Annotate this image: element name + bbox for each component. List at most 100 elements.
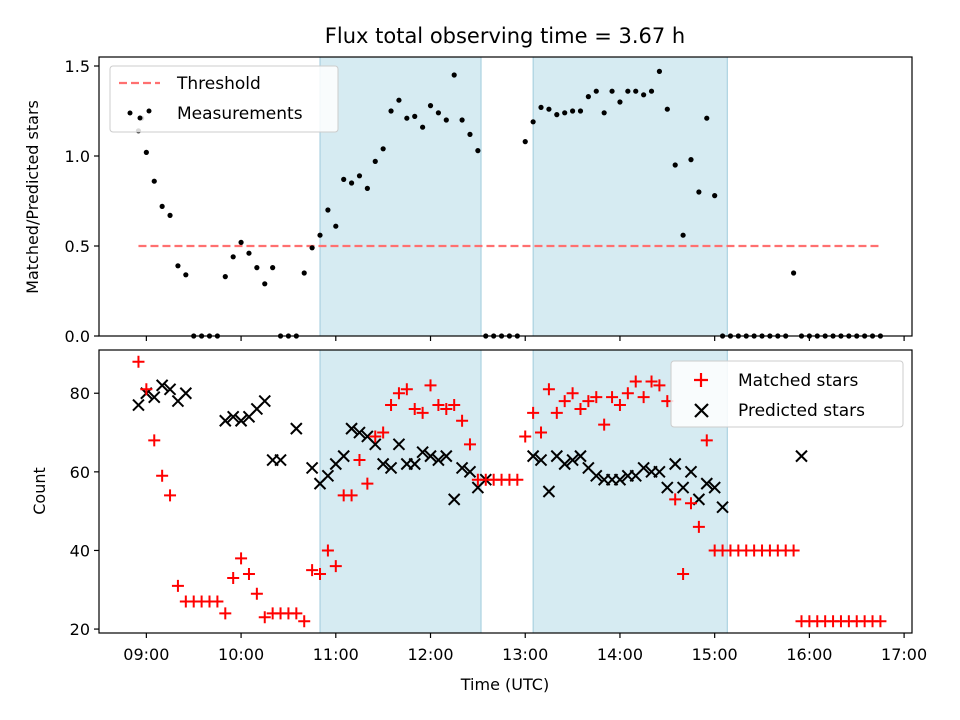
matched-star-point <box>590 391 603 404</box>
matched-star-point <box>535 426 548 439</box>
measurement-point <box>167 212 173 218</box>
matched-star-point <box>456 414 469 427</box>
measurement-point <box>317 232 323 238</box>
predicted-star-point <box>455 461 469 475</box>
matched-star-point <box>321 544 334 557</box>
predicted-star-point <box>558 457 571 471</box>
predicted-star-point <box>274 453 287 467</box>
matched-star-point <box>329 560 342 573</box>
matched-star-point <box>298 615 311 628</box>
matched-star-point <box>511 473 524 486</box>
matched-star-point <box>369 430 382 443</box>
measurement-point <box>364 185 370 191</box>
matched-star-point <box>408 402 421 415</box>
measurement-point <box>420 124 426 130</box>
predicted-stars-legend-swatch <box>694 403 709 418</box>
matched-star-point <box>637 391 650 404</box>
measurement-point <box>151 178 157 184</box>
predicted-star-point <box>637 461 650 475</box>
measurements-points <box>135 68 884 339</box>
predicted-star-point <box>132 398 145 412</box>
matched-star-point <box>235 552 248 565</box>
measurement-point <box>309 245 315 251</box>
measurement-point <box>648 88 655 94</box>
measurement-point <box>341 176 347 182</box>
matched-star-point <box>527 406 540 419</box>
measurement-point <box>459 117 465 123</box>
top-y-axis-ticks: 0.0 0.5 1.0 1.5 <box>65 57 99 346</box>
predicted-stars-legend-label: Predicted stars <box>738 401 865 421</box>
measurement-point <box>427 103 434 109</box>
measurements-legend-label: Measurements <box>177 104 303 124</box>
matched-star-point <box>669 493 682 506</box>
predicted-star-point <box>716 501 729 514</box>
predicted-star-point <box>668 457 682 471</box>
predicted-star-point <box>432 453 445 467</box>
measurement-point <box>475 148 481 154</box>
predicted-star-point <box>226 410 240 424</box>
top-y-tick-label: 0.5 <box>65 237 90 256</box>
matched-star-point <box>156 469 169 482</box>
matched-star-point <box>424 379 437 392</box>
measurement-point <box>791 270 797 276</box>
bottom-x-tick-label: 13:00 <box>502 645 548 664</box>
bottom-y-tick-label: 40 <box>70 541 90 560</box>
bottom-legend: Matched stars Predicted stars <box>670 360 904 428</box>
measurement-point <box>688 157 694 163</box>
shaded-region <box>319 56 482 337</box>
measurement-point <box>562 110 568 116</box>
bottom-x-axis-label: Time (UTC) <box>460 675 549 694</box>
predicted-star-point <box>590 469 603 482</box>
bottom-x-tick-label: 17:00 <box>881 645 927 664</box>
threshold-legend-label: Threshold <box>176 74 261 94</box>
measurement-point <box>672 162 678 168</box>
matched-star-point <box>140 383 153 396</box>
measurement-point <box>333 223 339 229</box>
matched-star-point <box>692 520 705 533</box>
predicted-star-point <box>447 493 461 506</box>
matched-stars-points <box>132 355 887 628</box>
measurement-point <box>712 193 718 199</box>
matched-star-point <box>566 387 579 400</box>
predicted-star-point <box>345 422 358 435</box>
measurements-legend-swatch-2 <box>137 115 143 121</box>
matched-star-point <box>613 399 626 412</box>
predicted-star-point <box>708 481 721 494</box>
matched-star-point <box>171 579 184 592</box>
measurement-point <box>372 158 378 164</box>
measurement-point <box>530 119 536 125</box>
top-chart-title: Flux total observing time = 3.67 h <box>325 24 685 48</box>
matched-star-point <box>148 434 161 447</box>
measurement-point <box>633 88 639 94</box>
matched-star-point <box>700 434 713 447</box>
measurement-point <box>270 265 276 271</box>
matched-stars-legend-label: Matched stars <box>738 371 858 391</box>
predicted-star-point <box>676 481 690 494</box>
measurements-legend-swatch <box>127 110 133 116</box>
measurement-point <box>412 113 418 119</box>
matched-star-point <box>440 402 453 415</box>
measurements-legend-swatch-3 <box>146 108 152 114</box>
matched-star-point <box>448 399 461 412</box>
matched-star-point <box>629 375 642 388</box>
matched-star-point <box>400 383 413 396</box>
matched-star-point <box>132 355 145 368</box>
matched-star-point <box>598 418 611 431</box>
matched-star-point <box>463 438 476 451</box>
measurement-point <box>230 254 236 260</box>
predicted-star-point <box>219 414 232 427</box>
measurement-point <box>656 68 663 74</box>
measurement-point <box>262 281 268 287</box>
measurement-point <box>577 108 584 114</box>
measurement-point <box>435 110 442 116</box>
predicted-star-point <box>653 465 666 479</box>
bottom-x-tick-label: 11:00 <box>313 645 359 664</box>
bottom-x-tick-label: 10:00 <box>218 645 264 664</box>
top-legend: Threshold Measurements <box>109 65 339 133</box>
bottom-x-axis-ticks: 09:00 10:00 11:00 12:00 13:00 14:00 15:00 16:00… <box>123 633 927 664</box>
measurement-point <box>238 239 244 245</box>
matched-star-point <box>653 379 666 392</box>
matched-star-point <box>227 571 240 584</box>
matched-star-point <box>353 454 366 467</box>
predicted-star-point <box>542 485 556 498</box>
